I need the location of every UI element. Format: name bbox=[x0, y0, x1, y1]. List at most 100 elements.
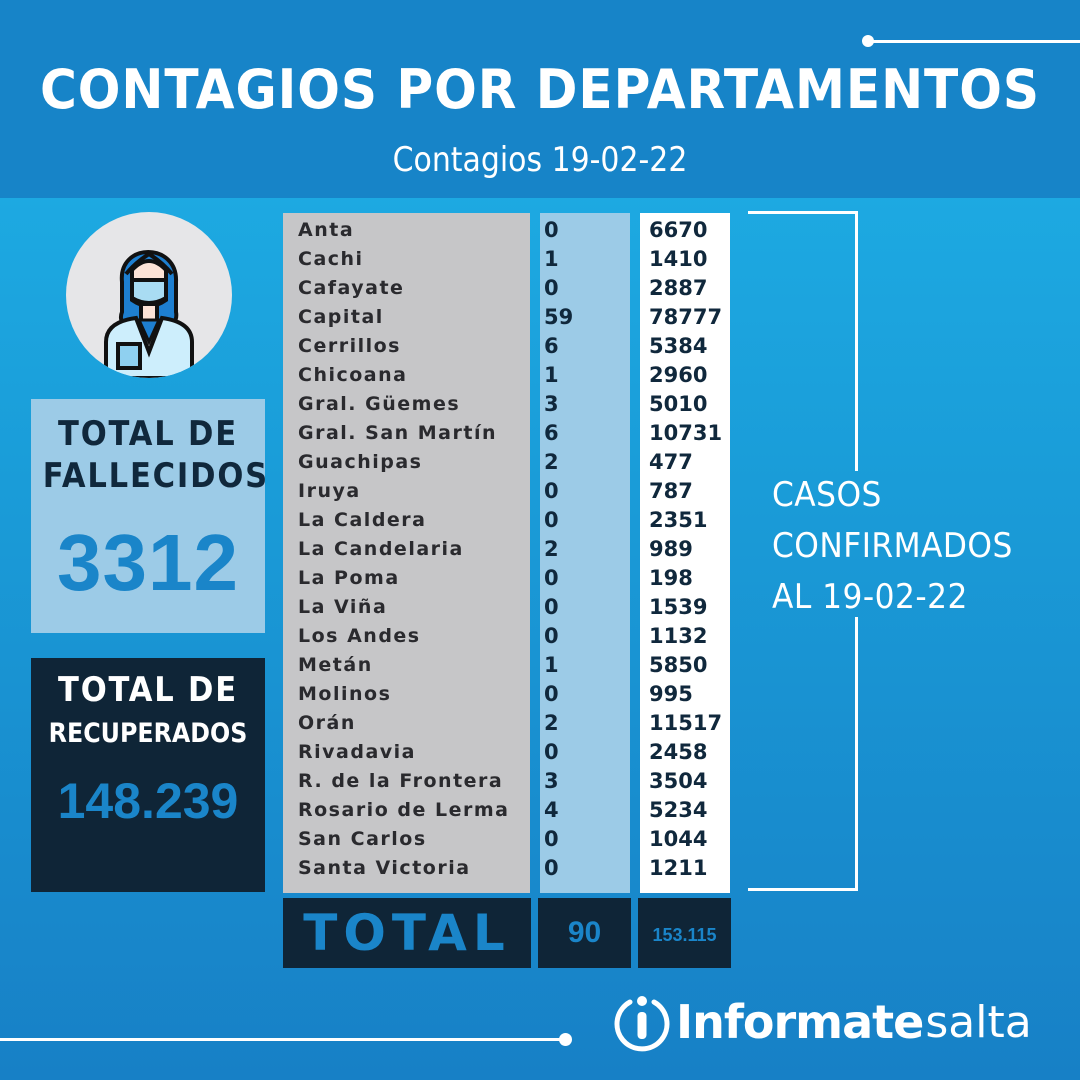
note-line: AL 19-02-22 bbox=[772, 577, 968, 617]
fallecidos-label: TOTAL DE FALLECIDOS bbox=[42, 414, 269, 496]
nuevos-value: 6 bbox=[544, 334, 559, 358]
recuperados-label-line1: TOTAL DE bbox=[58, 670, 238, 710]
nuevos-value: 3 bbox=[544, 769, 559, 793]
total-recuperados-card: TOTAL DE RECUPERADOS 148.239 bbox=[31, 658, 265, 892]
total-value: 11517 bbox=[649, 711, 723, 735]
departamento-name: Santa Victoria bbox=[298, 857, 471, 879]
total-value: 78777 bbox=[649, 305, 723, 329]
departamento-name: Capital bbox=[298, 306, 384, 328]
bracket-line bbox=[748, 211, 858, 214]
total-confirmados: 153.115 bbox=[638, 898, 731, 968]
total-value: 2887 bbox=[649, 276, 708, 300]
total-value: 1044 bbox=[649, 827, 708, 851]
departamento-name: Gral. Güemes bbox=[298, 393, 461, 415]
brand-bold: Informate bbox=[676, 995, 924, 1049]
page-title: CONTAGIOS POR DEPARTAMENTOS bbox=[40, 58, 1040, 121]
total-contagios-column: 6670 1410 2887 78777 5384 2960 5010 10731 477 787… bbox=[640, 213, 730, 893]
departamento-name: Metán bbox=[298, 654, 373, 676]
nuevos-value: 0 bbox=[544, 276, 559, 300]
departamento-name: Rivadavia bbox=[298, 741, 416, 763]
note-line: CASOS bbox=[772, 475, 882, 515]
fallecidos-value: 3312 bbox=[57, 518, 239, 607]
decorative-line bbox=[868, 40, 1080, 43]
nuevos-value: 2 bbox=[544, 711, 559, 735]
bracket-line bbox=[855, 211, 858, 471]
recuperados-label-line2: RECUPERADOS bbox=[48, 718, 248, 749]
decorative-dot bbox=[862, 35, 874, 47]
departamento-name: Orán bbox=[298, 712, 356, 734]
informate-salta-logo: Informate salta bbox=[612, 990, 1032, 1054]
departamento-name: Guachipas bbox=[298, 451, 423, 473]
total-value: 2351 bbox=[649, 508, 708, 532]
total-value: 477 bbox=[649, 450, 693, 474]
total-value: 1539 bbox=[649, 595, 708, 619]
nuevos-value: 0 bbox=[544, 566, 559, 590]
nuevos-value: 4 bbox=[544, 798, 559, 822]
departamento-name: Cachi bbox=[298, 248, 364, 270]
recuperados-value: 148.239 bbox=[57, 773, 239, 829]
nuevos-contagios-column: 0 1 0 59 6 1 3 6 2 0 0 2 0 0 0 1 0 2 0 3 4 0 0 bbox=[540, 213, 630, 893]
nuevos-value: 2 bbox=[544, 537, 559, 561]
total-value: 5234 bbox=[649, 798, 708, 822]
departamento-name: Iruya bbox=[298, 480, 361, 502]
total-fallecidos-card: TOTAL DE FALLECIDOS 3312 bbox=[31, 399, 269, 633]
casos-confirmados-note: CASOS CONFIRMADOS AL 19-02-22 bbox=[772, 470, 1013, 623]
total-label: TOTAL bbox=[283, 898, 531, 968]
doctor-avatar-icon bbox=[66, 212, 232, 378]
departamento-name: R. de la Frontera bbox=[298, 770, 504, 792]
total-nuevos: 90 bbox=[538, 898, 631, 968]
total-value: 10731 bbox=[649, 421, 723, 445]
total-value: 198 bbox=[649, 566, 693, 590]
total-value: 2458 bbox=[649, 740, 708, 764]
departamento-name: La Caldera bbox=[298, 509, 427, 531]
total-value: 1211 bbox=[649, 856, 708, 880]
nuevos-value: 59 bbox=[544, 305, 574, 329]
departamento-name: Cerrillos bbox=[298, 335, 401, 357]
bracket-line bbox=[855, 617, 858, 891]
nuevos-value: 0 bbox=[544, 682, 559, 706]
nuevos-value: 0 bbox=[544, 218, 559, 242]
total-value: 995 bbox=[649, 682, 693, 706]
nuevos-value: 0 bbox=[544, 508, 559, 532]
departamento-name: Molinos bbox=[298, 683, 392, 705]
nuevos-value: 6 bbox=[544, 421, 559, 445]
nuevos-value: 0 bbox=[544, 740, 559, 764]
nuevos-value: 0 bbox=[544, 595, 559, 619]
departamentos-column: Anta Cachi Cafayate Capital Cerrillos Chicoan… bbox=[283, 213, 530, 893]
nuevos-value: 1 bbox=[544, 363, 559, 387]
departamento-name: Anta bbox=[298, 219, 355, 241]
nuevos-value: 3 bbox=[544, 392, 559, 416]
total-value: 989 bbox=[649, 537, 693, 561]
departamento-name: Rosario de Lerma bbox=[298, 799, 510, 821]
nuevos-value: 2 bbox=[544, 450, 559, 474]
nuevos-value: 0 bbox=[544, 827, 559, 851]
departamento-name: Los Andes bbox=[298, 625, 421, 647]
header-banner: CONTAGIOS POR DEPARTAMENTOS Contagios 19… bbox=[0, 0, 1080, 198]
total-value: 1410 bbox=[649, 247, 708, 271]
note-line: CONFIRMADOS bbox=[772, 526, 1013, 566]
departamento-name: Cafayate bbox=[298, 277, 405, 299]
total-value: 1132 bbox=[649, 624, 708, 648]
nuevos-value: 0 bbox=[544, 479, 559, 503]
nuevos-value: 1 bbox=[544, 247, 559, 271]
departamento-name: La Viña bbox=[298, 596, 388, 618]
nuevos-value: 0 bbox=[544, 624, 559, 648]
total-value: 2960 bbox=[649, 363, 708, 387]
bracket-line bbox=[748, 888, 858, 891]
total-value: 5384 bbox=[649, 334, 708, 358]
departamento-name: La Candelaria bbox=[298, 538, 464, 560]
total-value: 5010 bbox=[649, 392, 708, 416]
total-value: 6670 bbox=[649, 218, 708, 242]
info-circle-icon bbox=[614, 996, 670, 1052]
decorative-line bbox=[0, 1038, 566, 1041]
nuevos-value: 0 bbox=[544, 856, 559, 880]
total-value: 787 bbox=[649, 479, 693, 503]
nuevos-value: 1 bbox=[544, 653, 559, 677]
departamento-name: Chicoana bbox=[298, 364, 408, 386]
page-subtitle: Contagios 19-02-22 bbox=[392, 140, 688, 180]
departamento-name: La Poma bbox=[298, 567, 400, 589]
total-value: 5850 bbox=[649, 653, 708, 677]
departamento-name: San Carlos bbox=[298, 828, 427, 850]
departamento-name: Gral. San Martín bbox=[298, 422, 497, 444]
decorative-dot bbox=[559, 1033, 572, 1046]
